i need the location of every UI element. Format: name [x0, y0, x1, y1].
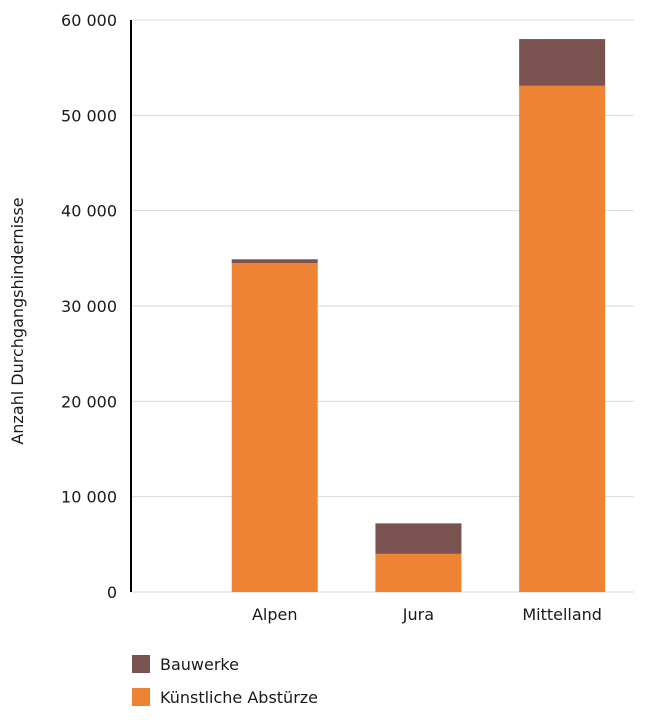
bar-alpen-bauwerke [231, 259, 318, 264]
legend-label: Bauwerke [160, 654, 239, 674]
bar-jura-kuenstliche-abstuerze [375, 553, 462, 592]
legend-label: Künstliche Abstürze [160, 687, 319, 707]
x-tick-label: Jura [402, 605, 434, 624]
x-tick-label: Mittelland [522, 605, 602, 624]
legend-item: Bauwerke [132, 654, 318, 674]
legend-item: Künstliche Abstürze [132, 687, 318, 707]
x-tick-labels: Alpen Jura Mittelland [252, 605, 602, 624]
bars [231, 39, 606, 592]
y-tick-label: 20 000 [61, 392, 117, 411]
bar-mittelland-bauwerke [519, 39, 606, 86]
bar-jura-bauwerke [375, 523, 462, 554]
y-tick-label: 10 000 [61, 488, 117, 507]
y-axis-label: Anzahl Durchgangshindernisse [8, 197, 27, 444]
legend: Bauwerke Künstliche Abstürze [132, 654, 318, 720]
y-tick-label: 30 000 [61, 297, 117, 316]
x-tick-label: Alpen [252, 605, 298, 624]
y-tick-labels: 0 10 000 20 000 30 000 40 000 50 000 60 000 [61, 11, 117, 602]
y-tick-label: 0 [107, 583, 117, 602]
y-tick-label: 40 000 [61, 202, 117, 221]
legend-swatch [132, 688, 150, 706]
grid-lines [131, 19, 634, 593]
y-tick-label: 50 000 [61, 106, 117, 125]
bar-alpen-kuenstliche-abstuerze [231, 263, 318, 592]
bar-mittelland-kuenstliche-abstuerze [519, 85, 606, 592]
y-tick-label: 60 000 [61, 11, 117, 30]
legend-swatch [132, 655, 150, 673]
